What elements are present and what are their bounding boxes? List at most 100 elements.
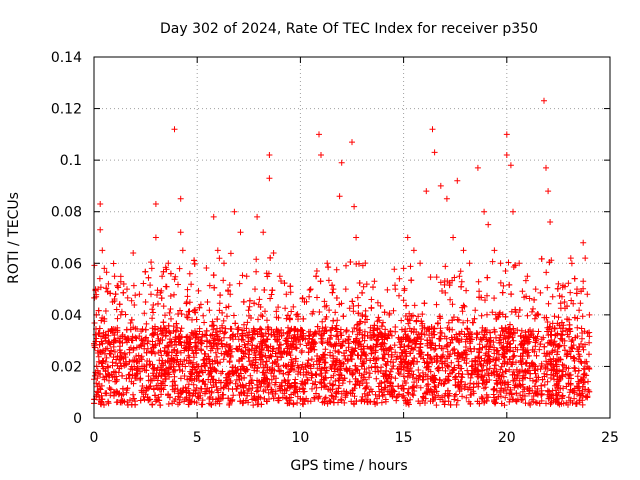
data-point — [427, 274, 434, 281]
data-point — [99, 396, 106, 403]
data-point — [220, 391, 227, 398]
data-point — [285, 324, 291, 331]
data-point — [231, 208, 238, 215]
data-point — [418, 318, 425, 325]
data-point — [447, 296, 454, 303]
data-point — [559, 325, 566, 332]
data-point — [220, 317, 227, 324]
data-point — [568, 338, 575, 345]
data-point — [120, 289, 127, 296]
data-point — [116, 390, 123, 397]
x-tick-label: 15 — [395, 430, 413, 446]
data-point — [244, 392, 251, 399]
data-point — [507, 340, 514, 347]
data-point — [435, 382, 442, 388]
data-point — [516, 260, 523, 267]
data-point — [252, 286, 258, 293]
data-point — [543, 371, 550, 378]
data-point — [106, 385, 113, 391]
data-point — [221, 330, 228, 337]
data-point — [284, 312, 291, 319]
data-point — [382, 371, 389, 378]
data-point — [308, 356, 315, 363]
data-point — [256, 296, 263, 303]
data-point — [391, 342, 398, 349]
data-point — [286, 380, 293, 387]
data-point — [322, 324, 329, 331]
data-point — [124, 286, 130, 293]
data-point — [251, 328, 258, 335]
data-point — [163, 283, 170, 290]
data-point — [169, 400, 176, 407]
data-point — [123, 360, 130, 367]
data-point — [306, 333, 313, 340]
data-point — [518, 327, 525, 334]
data-point — [506, 390, 513, 397]
data-point — [544, 340, 551, 346]
data-point — [529, 346, 536, 353]
data-point — [143, 320, 150, 327]
data-point — [204, 299, 211, 305]
data-point — [368, 304, 375, 311]
data-point — [551, 325, 558, 332]
data-point — [502, 313, 509, 320]
data-point — [533, 312, 540, 319]
data-point — [132, 334, 139, 341]
data-point — [517, 382, 524, 389]
data-point — [199, 369, 206, 376]
data-point — [283, 363, 290, 370]
data-point — [327, 387, 334, 393]
data-point — [320, 352, 327, 359]
data-point — [461, 331, 468, 338]
data-point — [439, 394, 445, 401]
data-point — [141, 345, 148, 352]
data-point — [315, 394, 322, 401]
data-point — [437, 279, 444, 286]
data-point — [214, 316, 221, 323]
data-point — [151, 365, 158, 372]
data-point — [382, 326, 389, 333]
data-point — [291, 335, 298, 342]
data-point — [449, 317, 456, 324]
data-point — [464, 317, 471, 324]
data-point — [371, 322, 378, 329]
data-point — [260, 388, 267, 395]
data-point — [268, 291, 275, 298]
data-point — [206, 356, 213, 363]
data-point — [530, 334, 537, 341]
data-point — [338, 159, 345, 166]
data-point — [227, 250, 234, 257]
data-point — [351, 325, 358, 331]
data-point — [254, 381, 261, 388]
data-point — [481, 331, 488, 338]
data-point — [310, 338, 317, 345]
data-point — [118, 354, 125, 361]
data-point — [183, 299, 190, 305]
data-point — [162, 333, 169, 340]
data-point — [448, 359, 455, 366]
data-point — [132, 292, 139, 299]
data-point — [493, 315, 500, 322]
data-point — [431, 149, 438, 156]
data-point — [451, 350, 458, 357]
data-point — [139, 326, 146, 333]
data-point — [421, 324, 428, 331]
data-point — [250, 327, 257, 334]
data-point — [158, 295, 165, 302]
data-point — [526, 363, 533, 370]
data-point — [181, 373, 188, 379]
data-point — [544, 365, 551, 372]
data-point — [446, 377, 452, 384]
data-point — [328, 374, 335, 381]
data-point — [245, 340, 251, 347]
data-point — [160, 303, 167, 310]
data-point — [411, 326, 418, 333]
data-point — [579, 330, 586, 336]
data-point — [429, 334, 436, 341]
data-point — [97, 385, 103, 392]
data-point — [256, 348, 263, 355]
data-point — [177, 349, 184, 356]
data-point — [394, 393, 401, 400]
data-point — [158, 391, 165, 398]
data-point — [265, 326, 272, 333]
